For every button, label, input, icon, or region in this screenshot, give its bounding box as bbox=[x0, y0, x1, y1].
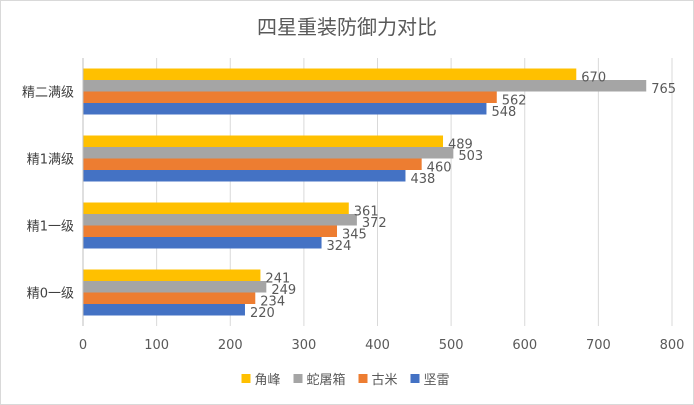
bar bbox=[83, 135, 444, 147]
chart-title: 四星重装防御力对比 bbox=[257, 15, 437, 39]
data-label: 361 bbox=[354, 204, 379, 219]
category-label: 精1满级 bbox=[27, 153, 74, 168]
bar bbox=[83, 158, 422, 170]
data-label: 324 bbox=[327, 239, 352, 254]
data-label: 765 bbox=[651, 82, 676, 97]
legend-label: 坚雷 bbox=[424, 373, 450, 388]
bar bbox=[83, 304, 245, 316]
x-tick-label: 100 bbox=[144, 338, 169, 353]
data-label: 241 bbox=[265, 271, 290, 286]
legend-swatch bbox=[358, 374, 368, 383]
legend-swatch bbox=[410, 374, 420, 383]
category-label: 精1一级 bbox=[27, 220, 74, 235]
category-label: 精0一级 bbox=[27, 287, 74, 302]
bar bbox=[83, 225, 338, 237]
data-label: 503 bbox=[458, 149, 483, 164]
data-label: 220 bbox=[250, 306, 275, 321]
legend: 角峰 蛇屠箱 古米 坚雷 bbox=[241, 372, 450, 388]
bar bbox=[83, 68, 577, 80]
bar bbox=[83, 170, 406, 182]
legend-label: 古米 bbox=[372, 373, 398, 388]
data-label: 460 bbox=[427, 160, 452, 175]
data-label: 438 bbox=[410, 172, 435, 187]
x-tick-label: 400 bbox=[365, 338, 390, 353]
bar bbox=[83, 214, 357, 226]
legend-label: 角峰 bbox=[255, 373, 281, 388]
bar bbox=[83, 202, 349, 214]
x-tick-label: 200 bbox=[218, 338, 243, 353]
bar bbox=[83, 103, 487, 115]
x-tick-label: 300 bbox=[291, 338, 316, 353]
bar bbox=[83, 292, 256, 304]
bar bbox=[83, 281, 267, 293]
bar bbox=[83, 91, 497, 103]
x-tick-label: 600 bbox=[512, 338, 537, 353]
data-label: 562 bbox=[502, 93, 527, 108]
legend-swatch bbox=[293, 374, 303, 383]
x-tick-label: 800 bbox=[660, 338, 685, 353]
data-label: 670 bbox=[581, 70, 606, 85]
legend-swatch bbox=[241, 374, 251, 383]
data-label: 372 bbox=[362, 216, 387, 231]
bar bbox=[83, 237, 322, 249]
bar bbox=[83, 80, 647, 92]
bar bbox=[83, 147, 454, 159]
data-labels: 6707655625484895034604383613723453242412… bbox=[250, 70, 676, 321]
data-label: 249 bbox=[271, 283, 296, 298]
bars bbox=[83, 68, 647, 316]
x-tick-label: 0 bbox=[79, 338, 87, 353]
legend-label: 蛇屠箱 bbox=[307, 372, 346, 388]
axes: 0 100 200 300 400 500 600 700 800 精二满级精1满级精1一级精0一… bbox=[22, 58, 684, 353]
data-label: 548 bbox=[491, 105, 516, 120]
data-label: 489 bbox=[448, 137, 473, 152]
category-label: 精二满级 bbox=[22, 86, 74, 101]
x-tick-label: 700 bbox=[586, 338, 611, 353]
bar bbox=[83, 269, 261, 281]
x-tick-label: 500 bbox=[439, 338, 464, 353]
data-label: 345 bbox=[342, 227, 367, 242]
data-label: 234 bbox=[260, 294, 285, 309]
